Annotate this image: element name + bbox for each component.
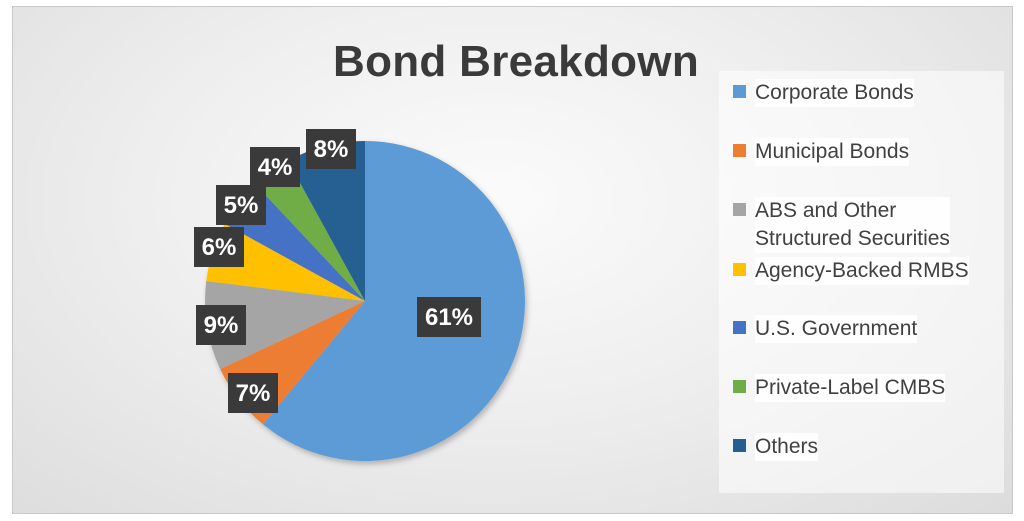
data-label-text: 9% — [204, 312, 239, 339]
data-label-agency-rmbs: 6% — [194, 227, 244, 267]
data-label-box — [250, 147, 300, 187]
data-label-text: 8% — [314, 136, 349, 163]
legend-item-others: Others — [733, 433, 819, 461]
data-label-text: 4% — [258, 154, 293, 181]
chart-title: Bond Breakdown — [333, 37, 699, 86]
data-label-box — [216, 185, 266, 225]
pie-slice-agency-rmbs — [206, 223, 365, 301]
legend-item-corporate-bonds: Corporate Bonds — [733, 79, 914, 107]
pie-chart: 61% 7% 9% 6% 5% 4% 8% — [194, 129, 525, 461]
legend-swatch — [733, 203, 746, 216]
legend-item-agency-rmbs: Agency-Backed RMBS — [733, 257, 969, 285]
data-label-text: 6% — [202, 234, 237, 261]
data-label-abs-structured: 9% — [196, 305, 246, 345]
legend-label: ABS and Other Structured Securities — [755, 197, 950, 253]
data-label-text: 61% — [425, 304, 473, 331]
legend-item-municipal-bonds: Municipal Bonds — [733, 138, 910, 166]
legend: Corporate Bonds Municipal Bonds ABS and … — [719, 71, 1004, 493]
data-label-us-government: 5% — [216, 185, 266, 225]
legend-swatch — [733, 380, 746, 393]
data-label-box — [196, 305, 246, 345]
legend-label: Agency-Backed RMBS — [755, 257, 969, 285]
data-label-text: 7% — [236, 380, 271, 407]
legend-swatch — [733, 85, 746, 98]
data-label-text: 5% — [224, 192, 259, 219]
data-label-others: 8% — [306, 129, 356, 169]
pie-data-labels: 61% 7% 9% 6% 5% 4% 8% — [194, 129, 481, 413]
legend-label: Private-Label CMBS — [755, 374, 946, 402]
data-label-box — [228, 373, 278, 413]
data-label-box — [194, 227, 244, 267]
legend-swatch — [733, 263, 746, 276]
data-label-municipal-bonds: 7% — [228, 373, 278, 413]
legend-label: Corporate Bonds — [755, 79, 914, 107]
data-label-private-cmbs: 4% — [250, 147, 300, 187]
legend-item-private-cmbs: Private-Label CMBS — [733, 374, 946, 402]
legend-item-us-government: U.S. Government — [733, 315, 918, 343]
legend-item-abs-structured: ABS and Other Structured Securities — [733, 197, 950, 253]
pie-slice-others — [287, 141, 365, 301]
chart-area: Bond Breakdown 61% 7% 9% 6% 5% 4% 8% Corporate… — [12, 6, 1013, 514]
legend-label: Municipal Bonds — [755, 138, 910, 166]
data-label-box — [306, 129, 356, 169]
legend-label: U.S. Government — [755, 315, 918, 343]
data-label-box — [417, 297, 481, 337]
data-label-corporate-bonds: 61% — [417, 297, 481, 337]
legend-label: Others — [755, 433, 819, 461]
pie-slice-private-cmbs — [255, 160, 365, 301]
pie-slice-corporate-bonds — [263, 141, 525, 461]
legend-swatch — [733, 144, 746, 157]
legend-swatch — [733, 439, 746, 452]
pie-slice-abs-structured — [205, 280, 365, 370]
legend-swatch — [733, 321, 746, 334]
